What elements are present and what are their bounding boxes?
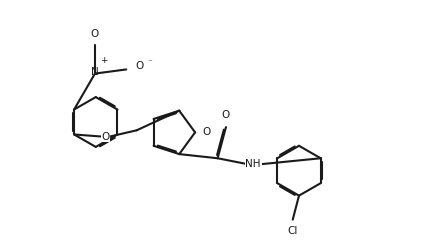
Text: N: N	[91, 67, 99, 77]
Text: Cl: Cl	[288, 225, 298, 235]
Text: O: O	[135, 61, 143, 71]
Text: ⁻: ⁻	[147, 58, 152, 67]
Text: +: +	[100, 56, 108, 65]
Text: NH: NH	[245, 160, 261, 170]
Text: O: O	[222, 110, 230, 120]
Text: O: O	[202, 127, 210, 137]
Text: O: O	[101, 132, 110, 142]
Text: O: O	[91, 29, 99, 39]
